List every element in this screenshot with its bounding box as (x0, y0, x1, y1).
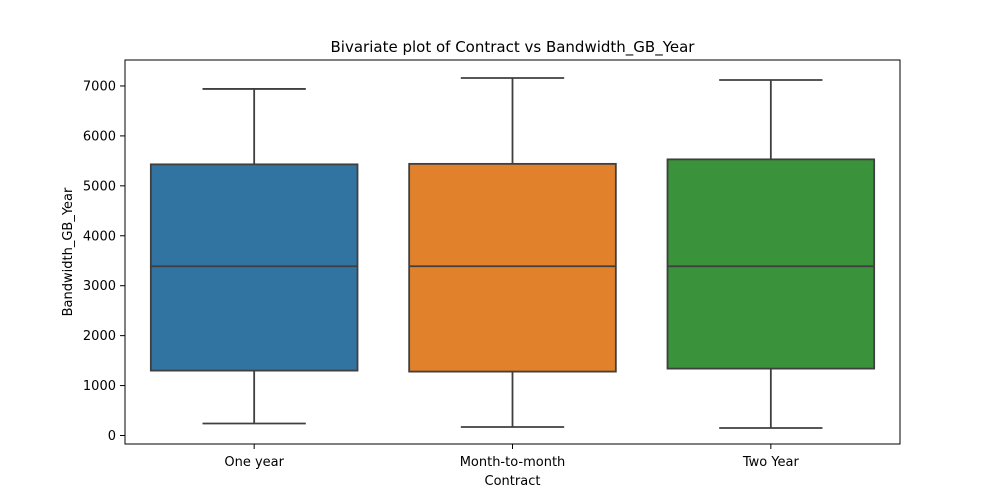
x-tick-label: Two Year (742, 455, 800, 470)
box-month-to-month (408, 162, 617, 373)
y-tick-label: 1000 (83, 379, 116, 394)
x-axis-title: Contract (485, 474, 541, 489)
y-tick-label: 2000 (83, 329, 116, 344)
y-axis-title: Bandwidth_GB_Year (61, 187, 76, 316)
boxes-layer (149, 77, 876, 429)
y-tick-label: 5000 (83, 179, 116, 194)
box-group (408, 77, 617, 428)
box-group (666, 79, 876, 429)
box-two-year (666, 158, 876, 370)
y-tick-label: 4000 (83, 229, 116, 244)
x-axis-ticks: One year Month-to-month Two Year (224, 444, 800, 470)
y-tick-label: 0 (108, 429, 116, 444)
y-axis-ticks: 0 1000 2000 3000 4000 5000 6000 7000 (83, 79, 125, 444)
x-tick-label: One year (224, 455, 284, 470)
chart-title: Bivariate plot of Contract vs Bandwidth_… (331, 38, 696, 57)
box-group (149, 88, 359, 425)
box-one-year (149, 163, 359, 372)
plot-frame (124, 59, 901, 445)
y-tick-label: 6000 (83, 129, 116, 144)
y-tick-label: 7000 (83, 79, 116, 94)
x-tick-label: Month-to-month (460, 455, 566, 470)
y-tick-label: 3000 (83, 279, 116, 294)
